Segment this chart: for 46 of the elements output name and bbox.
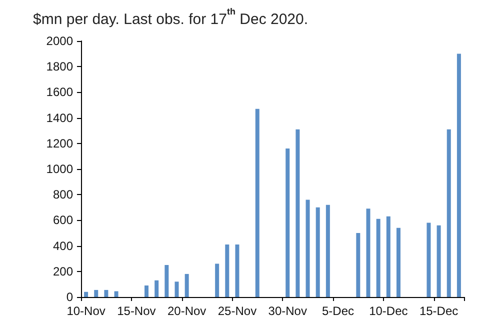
y-tick-label: 2000 [46, 34, 74, 48]
y-tick-label: 1800 [46, 60, 74, 74]
y-tick-label: 1200 [46, 136, 74, 150]
bar [144, 285, 149, 297]
x-tick-label: 5-Dec [322, 304, 354, 318]
bar [255, 108, 260, 297]
bar [104, 290, 108, 297]
bar [456, 54, 461, 297]
bar [326, 204, 330, 297]
x-tick-label: 25-Nov [218, 304, 257, 318]
y-tick-label: 400 [52, 238, 74, 253]
x-tick-label: 15-Dec [419, 304, 458, 318]
y-tick-label: 200 [52, 264, 74, 278]
bar [446, 129, 451, 297]
bar [215, 264, 220, 297]
bar [286, 148, 290, 297]
bar [154, 280, 159, 297]
bar [164, 265, 169, 297]
bar [356, 233, 360, 297]
x-tick-label: 10-Nov [66, 304, 106, 318]
bar [386, 216, 390, 297]
bar [235, 244, 240, 297]
bar [296, 129, 300, 297]
y-tick-label: 0 [66, 290, 74, 304]
y-tick-label: 600 [52, 213, 74, 228]
x-tick-label: 10-Dec [369, 304, 408, 318]
y-tick-label: 800 [52, 188, 74, 202]
bar [225, 244, 230, 297]
bar [94, 290, 98, 297]
bar [426, 222, 431, 297]
bar [436, 225, 441, 297]
bar [316, 207, 320, 297]
x-tick-label: 20-Nov [167, 304, 206, 318]
y-tick-label: 1000 [46, 162, 74, 176]
bar [366, 208, 370, 297]
bar [84, 292, 88, 297]
bar [174, 282, 179, 297]
bar [396, 228, 400, 297]
bar [114, 291, 118, 297]
bar [184, 274, 189, 297]
y-tick-label: 1400 [46, 110, 74, 125]
bar [376, 218, 380, 297]
y-tick-label: 1600 [46, 85, 74, 100]
bar [306, 200, 310, 297]
x-tick-label: 30-Nov [268, 304, 307, 318]
x-tick-label: 15-Nov [117, 304, 156, 318]
